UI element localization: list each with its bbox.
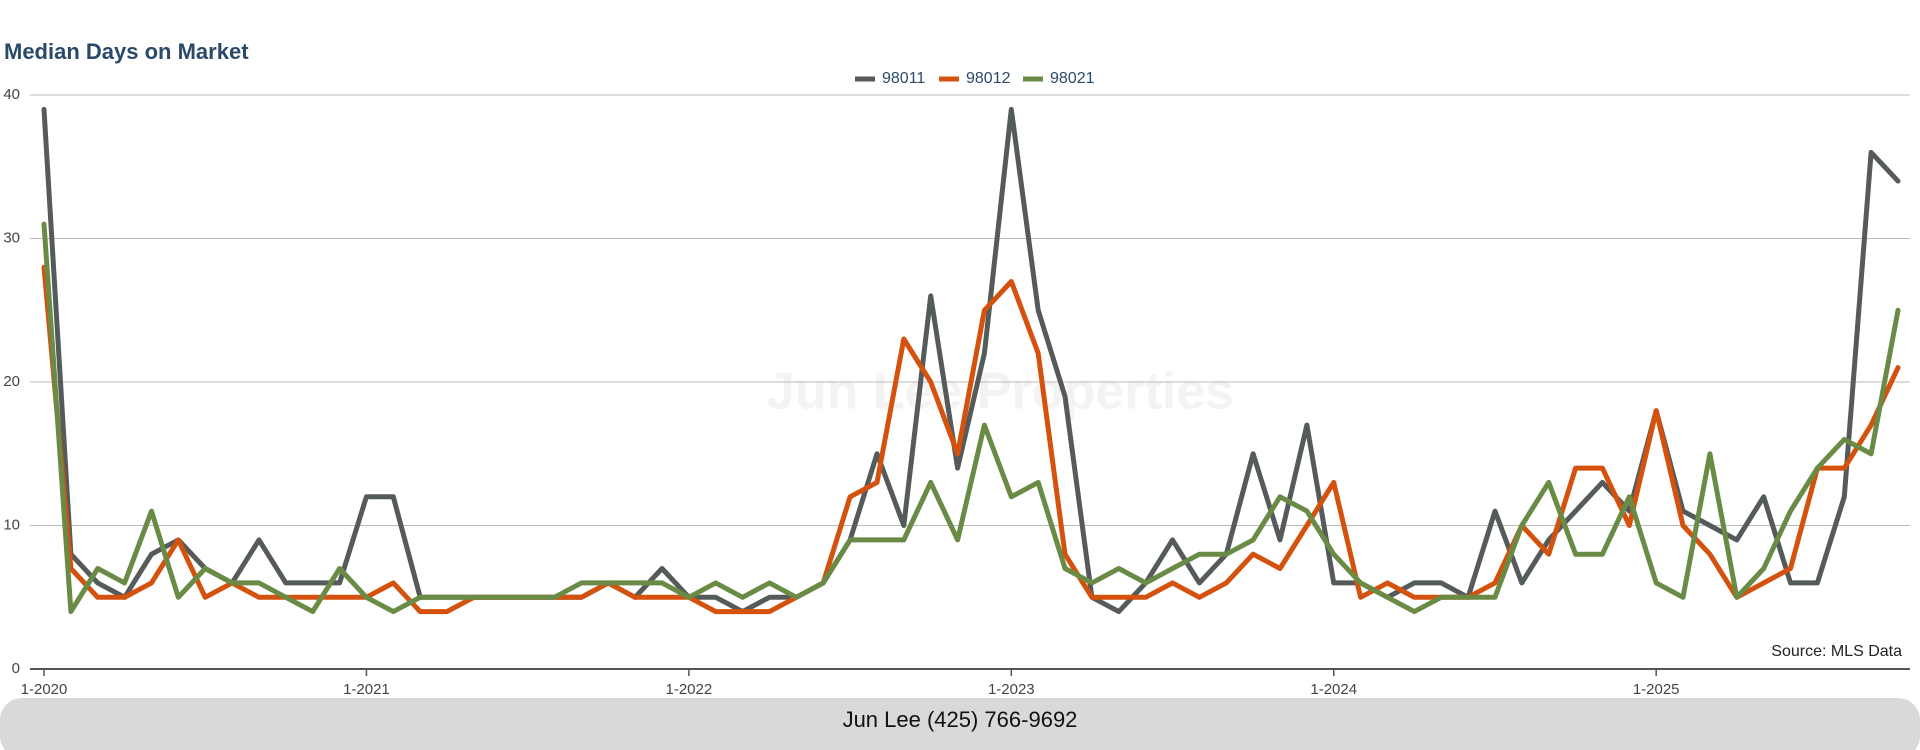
y-tick-label: 0 bbox=[12, 660, 20, 677]
x-tick-label: 1-2020 bbox=[21, 681, 68, 698]
x-tick-label: 1-2025 bbox=[1633, 681, 1680, 698]
footer-bar bbox=[0, 698, 1920, 750]
x-tick-label: 1-2021 bbox=[343, 681, 390, 698]
y-tick-label: 40 bbox=[3, 86, 20, 103]
line-series bbox=[41, 221, 1901, 615]
chart-title: Median Days on Market bbox=[4, 39, 249, 64]
legend-label: 98021 bbox=[1050, 70, 1095, 87]
line-series bbox=[41, 106, 1901, 615]
y-tick-label: 10 bbox=[3, 516, 20, 533]
legend-label: 98012 bbox=[966, 70, 1011, 87]
x-tick-label: 1-2023 bbox=[988, 681, 1035, 698]
x-tick-label: 1-2024 bbox=[1310, 681, 1357, 698]
footer-text: Jun Lee (425) 766-9692 bbox=[843, 707, 1078, 732]
source-note: Source: MLS Data bbox=[1771, 643, 1902, 660]
y-tick-label: 30 bbox=[3, 229, 20, 246]
legend-label: 98011 bbox=[882, 70, 925, 87]
y-tick-label: 20 bbox=[3, 373, 20, 390]
line-series bbox=[41, 264, 1901, 615]
x-tick-label: 1-2022 bbox=[666, 681, 713, 698]
watermark: Jun Lee Properties bbox=[766, 363, 1234, 421]
